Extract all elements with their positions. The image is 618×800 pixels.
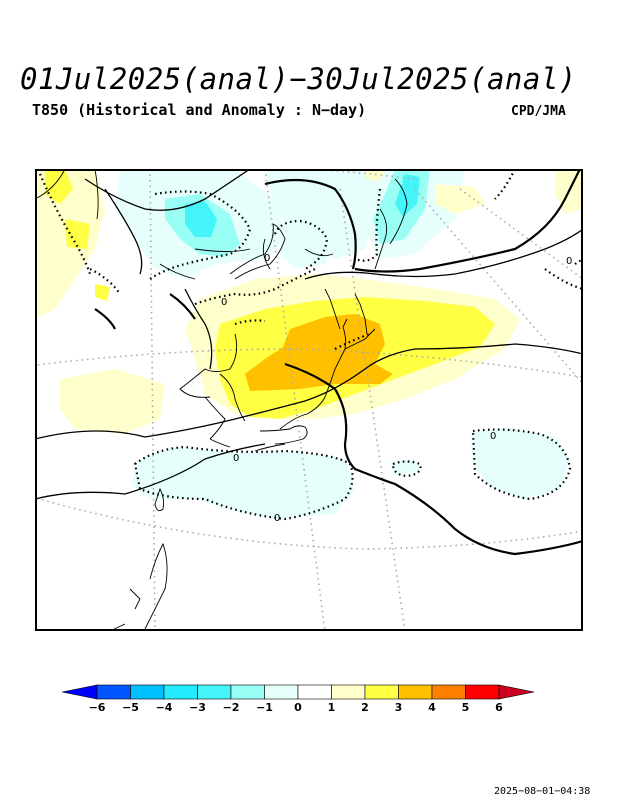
coastlines — [35, 169, 408, 631]
colorbar-tick-label: 3 — [395, 701, 403, 714]
colorbar-tick-label: −5 — [122, 701, 139, 714]
map-frame — [35, 169, 583, 631]
graticule — [35, 169, 583, 631]
colorbar-swatch — [364, 684, 399, 700]
colorbar-tick-label: −1 — [256, 701, 273, 714]
colorbar-swatch — [264, 684, 299, 700]
colorbar-swatch — [465, 684, 500, 700]
colorbar-swatch — [331, 684, 366, 700]
contour-label: 0 — [221, 297, 227, 308]
chart-title: 01Jul2025(anal)−30Jul2025(anal) — [20, 62, 577, 96]
colorbar-swatch — [197, 684, 232, 700]
colorbar-swatch — [398, 684, 433, 700]
colorbar-arrow-high — [498, 684, 535, 700]
timestamp: 2025−08−01−04:38 — [494, 786, 591, 797]
colorbar-arrow-low — [61, 684, 98, 700]
contour-label: 0 — [566, 256, 572, 267]
thick-contours — [94, 169, 583, 556]
colorbar-swatch — [431, 684, 466, 700]
colorbar-tick-label: −4 — [156, 701, 173, 714]
contour-labels: 0 0 0 0 0 0 — [221, 253, 572, 524]
colorbar-tick-label: 6 — [495, 701, 503, 714]
anomaly-shading-orange — [245, 314, 393, 391]
colorbar-tick-label: 2 — [361, 701, 369, 714]
agency-label: CPD/JMA — [511, 104, 566, 119]
temperature-contours — [35, 169, 583, 500]
zero-anomaly-contours — [38, 169, 583, 521]
colorbar-tick-label: −3 — [189, 701, 206, 714]
colorbar-tick-label: 0 — [294, 701, 302, 714]
colorbar-swatch — [297, 684, 332, 700]
colorbar-swatch — [230, 684, 265, 700]
contour-label: 0 — [490, 431, 496, 442]
colorbar-tick-label: 1 — [328, 701, 336, 714]
colorbar-tick-label: −6 — [89, 701, 106, 714]
anomaly-shading-deep-cyan — [185, 174, 420, 237]
colorbar-tick-label: −2 — [223, 701, 240, 714]
colorbar-swatch — [163, 684, 198, 700]
colorbar-swatch — [130, 684, 165, 700]
colorbar-tick-label: 5 — [462, 701, 470, 714]
colorbar-swatch — [96, 684, 131, 700]
anomaly-map: 0 0 0 0 0 0 — [35, 169, 583, 631]
contour-label: 0 — [264, 253, 270, 264]
colorbar: −6 −5 −4 −3 −2 −1 0 1 2 3 4 5 6 — [61, 684, 535, 714]
chart-subtitle: T850 (Historical and Anomaly : N−day) — [32, 101, 367, 119]
contour-label: 0 — [233, 453, 239, 464]
colorbar-tick-label: 4 — [428, 701, 436, 714]
contour-label: 0 — [274, 513, 280, 524]
